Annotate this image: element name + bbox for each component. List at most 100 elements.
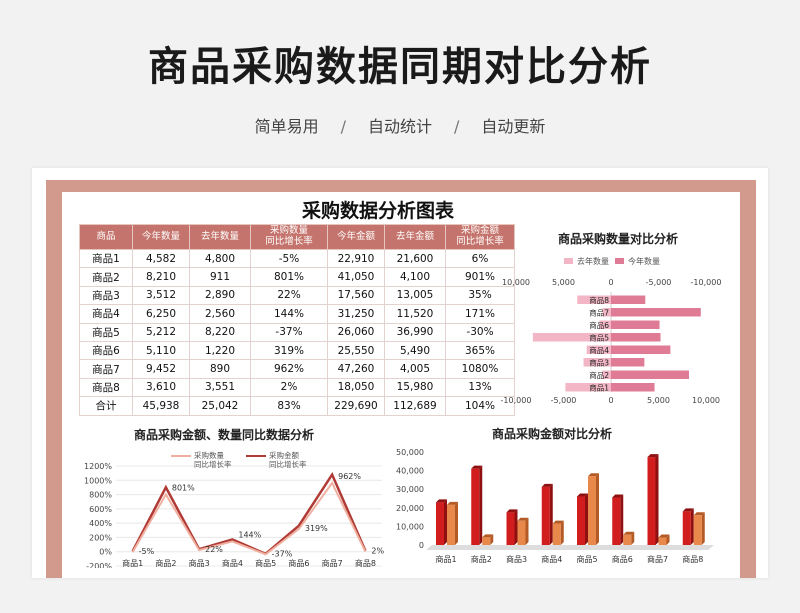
bar (623, 534, 632, 545)
top-tick-label: -5,000 (646, 278, 672, 287)
tag-easy: 简单易用 (254, 117, 319, 136)
x-tick-label: 商品3 (189, 558, 210, 568)
table-cell: 13,005 (384, 285, 446, 306)
table-cell: 商品5 (79, 322, 133, 342)
y-tick-label: 0 (419, 541, 424, 550)
bar (436, 502, 444, 545)
bar-top (612, 494, 624, 498)
bar-top (447, 501, 458, 505)
bar-side (596, 473, 599, 545)
y-tick-label: 30,000 (396, 485, 424, 494)
y-tick-label: 400% (89, 519, 112, 528)
table-cell: 8,220 (189, 322, 251, 342)
series-line (131, 481, 367, 556)
x-tick-label: 商品7 (647, 554, 668, 564)
bar-last-year (602, 370, 611, 379)
table-row: 合计 45,938 25,042 83% 229,690 112,689 104% (79, 396, 515, 416)
column-header: 商品 (79, 224, 133, 250)
bar-last-year (532, 333, 611, 342)
table-cell: 4,100 (384, 267, 446, 287)
category-label: 商品3 (589, 358, 609, 368)
bar-this-year (611, 320, 660, 329)
x-tick-label: 商品4 (541, 554, 562, 564)
table-cell: 18,050 (327, 377, 385, 398)
growth-line-chart: 1200% 1000% 800% 600% 400% 200% 0% -200% 采购数量同比增… (84, 450, 384, 568)
bar-top (541, 483, 553, 487)
data-label: 801% (172, 484, 195, 493)
bar-top (517, 517, 529, 521)
bottom-tick-label: -5,000 (551, 396, 577, 405)
table-row: 商品6 5,110 1,220 319% 25,550 5,490 365% (79, 340, 515, 361)
bar (517, 520, 526, 545)
bar-side (490, 534, 494, 545)
table-cell: 商品2 (79, 267, 133, 287)
table-cell: 229,690 (327, 396, 385, 416)
bar-side (549, 483, 553, 545)
bar (682, 511, 691, 545)
y-tick-label: -200% (86, 562, 112, 568)
bar-last-year (586, 345, 611, 354)
feature-tags: 简单易用 / 自动统计 / 自动更新 (0, 113, 800, 137)
table-cell: 5,212 (132, 322, 190, 342)
qty-butterfly-chart: 去年数量 今年数量 10,000 5,000 0 -5,000 -10,000 -10,000… (501, 256, 722, 405)
table-cell: 962% (250, 359, 328, 379)
y-tick-label: 20,000 (396, 504, 424, 513)
bar (552, 523, 561, 545)
bar-top (623, 531, 635, 535)
data-label: 144% (238, 530, 261, 539)
bar-side (455, 501, 458, 545)
y-tick-label: 50,000 (396, 448, 424, 457)
legend-label: 采购金额 (269, 450, 299, 460)
growth-chart-title: 商品采购金额、数量同比数据分析 (134, 428, 315, 442)
table-row: 商品7 9,452 890 962% 47,260 4,005 1080% (79, 359, 515, 379)
x-tick-label: 商品6 (612, 554, 633, 564)
bar-this-year (611, 370, 689, 379)
category-label: 商品8 (589, 295, 609, 305)
amount-column-chart: 50,000 40,000 30,000 20,000 10,000 0 商品1 商品2 商品3… (396, 448, 714, 564)
bar-last-year (565, 383, 611, 392)
bar (588, 476, 596, 545)
x-tick-label: 商品3 (506, 554, 527, 564)
table-cell: 4,800 (189, 248, 251, 269)
table-row: 商品4 6,250 2,560 144% 31,250 11,520 171% (79, 304, 515, 324)
table-cell: 商品1 (79, 248, 133, 269)
y-tick-label: 600% (89, 505, 112, 514)
table-row: 商品2 8,210 911 801% 41,050 4,100 901% (79, 267, 515, 287)
category-label: 商品4 (589, 345, 609, 355)
category-label: 商品1 (589, 383, 609, 393)
table-cell: 890 (189, 359, 251, 379)
bar-top (482, 534, 494, 538)
bar-this-year (611, 383, 655, 392)
table-cell: 144% (250, 304, 328, 324)
x-tick-label: 商品8 (682, 554, 703, 564)
data-table: 商品 今年数量 去年数量 采购数量 同比增长率 今年金额 去年金额 采购金额 同比增长率 商品1… (79, 224, 515, 416)
table-cell: 25,042 (189, 396, 251, 416)
top-tick-label: 10,000 (502, 278, 530, 287)
table-cell: 45,938 (132, 396, 190, 416)
x-tick-label: 商品5 (576, 554, 597, 564)
bar-side (514, 509, 518, 545)
table-cell: 31,250 (327, 304, 385, 324)
qty-chart-title: 商品采购数量对比分析 (558, 232, 679, 246)
x-tick-label: 商品7 (322, 558, 343, 568)
y-tick-label: 200% (89, 533, 112, 542)
bottom-tick-label: -10,000 (501, 396, 532, 405)
table-cell: 17,560 (327, 285, 385, 306)
table-cell: 商品3 (79, 285, 133, 306)
separator: / (454, 117, 460, 136)
table-row: 商品8 3,610 3,551 2% 18,050 15,980 13% (79, 377, 515, 398)
top-tick-label: 5,000 (552, 278, 575, 287)
legend-label: 同比增长率 (269, 459, 307, 469)
bar-this-year (611, 333, 661, 342)
table-cell: 3,610 (132, 377, 190, 398)
y-tick-label: 1000% (84, 476, 112, 485)
bar-top (658, 534, 670, 538)
table-cell: 5,110 (132, 340, 190, 361)
bar (541, 486, 550, 545)
table-cell: 6,250 (132, 304, 190, 324)
top-tick-label: 0 (608, 278, 613, 287)
table-cell: 9,452 (132, 359, 190, 379)
bar-side (560, 520, 564, 545)
y-tick-label: 40,000 (396, 467, 424, 476)
table-cell: 2,890 (189, 285, 251, 306)
